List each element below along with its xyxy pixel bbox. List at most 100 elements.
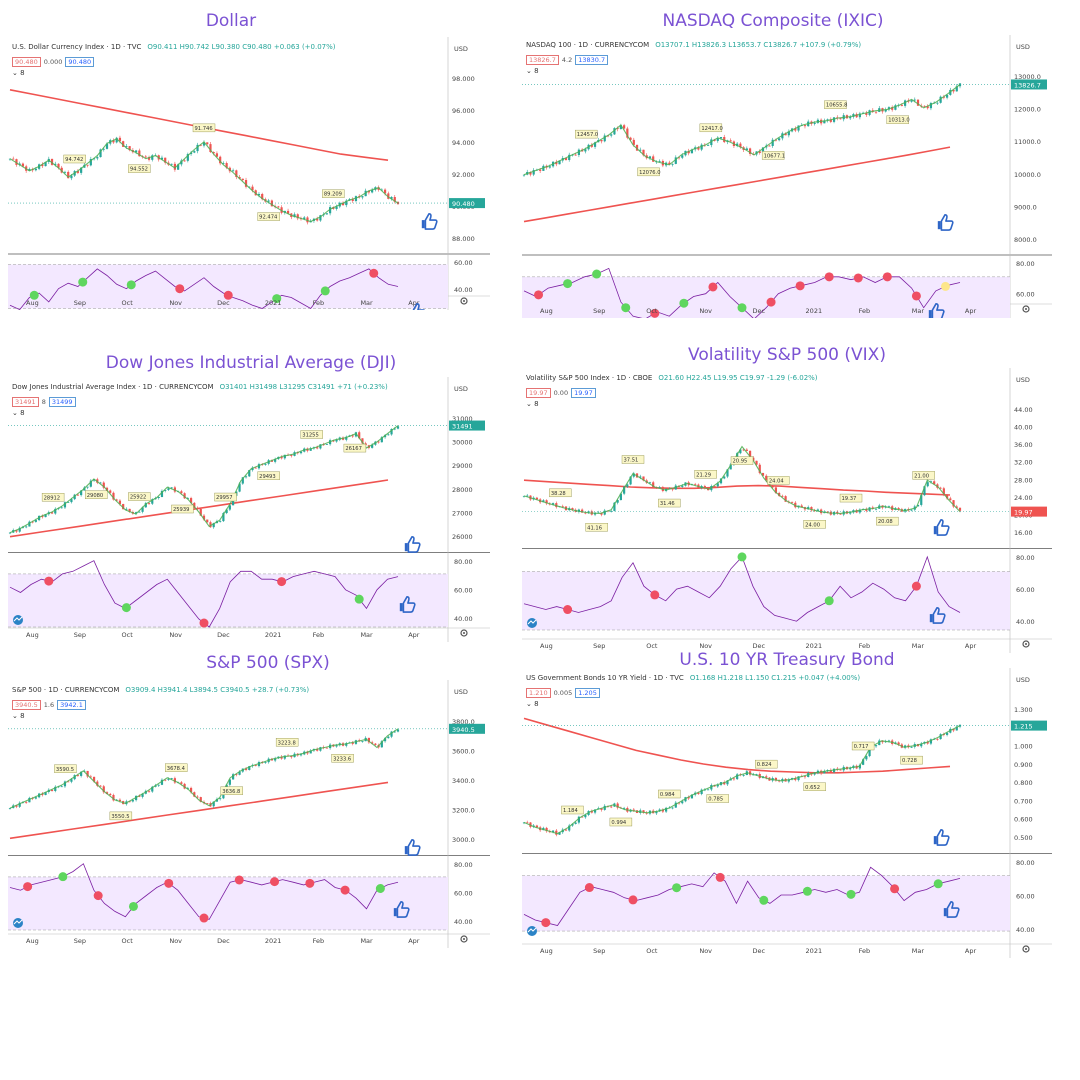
chart-panel-vix[interactable]: 44.0040.0036.0032.0028.0024.0020.0016.00… <box>522 368 1052 653</box>
ask-price-box[interactable]: 19.97 <box>571 388 596 398</box>
rsi-tick-label: 40.00 <box>454 286 473 294</box>
candle-body <box>584 149 587 152</box>
candle-body <box>945 494 949 499</box>
overbought-marker <box>650 590 660 600</box>
ask-price-box[interactable]: 90.480 <box>65 57 95 67</box>
candle-body <box>616 803 619 808</box>
indicator-toggle-icon[interactable]: ⌄ 8 <box>526 700 539 708</box>
settings-icon[interactable] <box>460 297 468 305</box>
candle-body <box>535 825 539 828</box>
candle-body <box>329 207 332 214</box>
candle-body <box>118 137 122 142</box>
settings-icon[interactable] <box>1022 640 1030 648</box>
oversold-marker <box>824 596 834 606</box>
tradingview-logo-icon[interactable] <box>13 615 23 625</box>
candle-body <box>551 503 555 505</box>
pivot-label: 29080 <box>87 493 104 499</box>
overbought-marker <box>715 872 725 882</box>
candle-body <box>652 482 655 488</box>
rsi-tick-label: 80.00 <box>1016 260 1035 268</box>
candle-body <box>794 128 797 131</box>
candle-body <box>393 428 396 430</box>
symbol-name[interactable]: Volatility S&P 500 Index · 1D · CBOE <box>526 374 653 382</box>
candle-body <box>173 778 176 783</box>
indicator-toggle-icon[interactable]: ⌄ 8 <box>526 400 539 408</box>
chart-panel-us10y[interactable]: 1.300 1.215 1.000 0.900 0.800 0.700 0.600 0.500… <box>522 668 1052 958</box>
symbol-header[interactable]: Dow Jones Industrial Average Index · 1D … <box>12 383 388 391</box>
tradingview-logo-icon[interactable] <box>527 618 537 628</box>
bid-price-box[interactable]: 19.97 <box>526 388 551 398</box>
settings-icon[interactable] <box>1022 305 1030 313</box>
symbol-header[interactable]: U.S. Dollar Currency Index · 1D · TVC O90… <box>12 43 336 51</box>
chart-svg-nasdaq[interactable]: 13000.0 12000.0 11000.0 10000.0 9000.0 8000.0… <box>522 35 1052 318</box>
rsi-band <box>522 571 1010 630</box>
symbol-name[interactable]: US Government Bonds 10 YR Yield · 1D · T… <box>526 674 684 682</box>
chart-panel-nasdaq[interactable]: 13000.0 12000.0 11000.0 10000.0 9000.0 8000.0… <box>522 35 1052 318</box>
time-label: Oct <box>646 642 658 650</box>
tradingview-logo-icon[interactable] <box>527 926 537 936</box>
oversold-marker <box>128 901 138 911</box>
ask-price-box[interactable]: 31499 <box>48 397 76 407</box>
bid-price-box[interactable]: 1.210 <box>526 688 551 698</box>
symbol-header[interactable]: S&P 500 · 1D · CURRENCYCOM O3909.4 H3941.… <box>12 686 309 694</box>
ohlc-values: O90.411 H90.742 L90.380 C90.480 +0.063 (… <box>147 43 336 51</box>
time-label: Mar <box>912 642 925 650</box>
bid-price-box[interactable]: 13826.7 <box>526 55 559 65</box>
indicator-toggle-icon[interactable]: ⌄ 8 <box>12 69 25 77</box>
candle-body <box>309 448 312 451</box>
candle-body <box>147 503 151 504</box>
chart-panel-dollar[interactable]: 98.00096.00094.00092.00090.00088.000USD9… <box>8 37 490 310</box>
time-label: Oct <box>122 937 134 945</box>
candle-body <box>92 776 96 782</box>
candle-body <box>380 741 383 748</box>
symbol-header[interactable]: Volatility S&P 500 Index · 1D · CBOE O21.… <box>526 374 818 382</box>
candle-body <box>823 120 826 124</box>
settings-icon[interactable] <box>460 935 468 943</box>
candle-body <box>50 158 54 165</box>
ask-price-box[interactable]: 13830.7 <box>575 55 609 65</box>
candle-body <box>929 481 933 483</box>
indicator-toggle-icon[interactable]: ⌄ 8 <box>12 409 25 417</box>
bid-price-box[interactable]: 3940.5 <box>12 700 41 710</box>
chart-panel-spx[interactable]: 3800.0 3600.0 3400.0 3200.0 3000.0 USD 3940.5 3… <box>8 680 490 948</box>
candle-body <box>916 504 920 507</box>
candle-body <box>345 743 348 746</box>
bid-price-box[interactable]: 90.480 <box>12 57 41 67</box>
chart-panel-djia[interactable]: 31000 30000 29000 28000 27000 26000 USD 31491 28… <box>8 377 490 642</box>
symbol-name[interactable]: S&P 500 · 1D · CURRENCYCOM <box>12 686 120 694</box>
indicator-toggle-icon[interactable]: ⌄ 8 <box>12 712 25 720</box>
symbol-header[interactable]: US Government Bonds 10 YR Yield · 1D · T… <box>526 674 860 682</box>
overbought-marker <box>175 284 185 294</box>
candle-body <box>89 480 92 487</box>
ask-price-box[interactable]: 3942.1 <box>57 700 86 710</box>
ask-price-box[interactable]: 1.205 <box>575 688 600 698</box>
candle-body <box>112 140 115 143</box>
candle-body <box>826 119 829 121</box>
symbol-name[interactable]: U.S. Dollar Currency Index · 1D · TVC <box>12 43 142 51</box>
time-label: Oct <box>646 307 658 315</box>
candle-body <box>248 766 251 770</box>
symbol-name[interactable]: Dow Jones Industrial Average Index · 1D … <box>12 383 214 391</box>
bid-price-box[interactable]: 31491 <box>12 397 39 407</box>
indicator-toggle-icon[interactable]: ⌄ 8 <box>526 67 539 75</box>
symbol-header[interactable]: NASDAQ 100 · 1D · CURRENCYCOM O13707.1 H1… <box>526 41 861 49</box>
candle-body <box>910 100 913 102</box>
candle-body <box>700 789 703 795</box>
rsi-line <box>523 866 961 926</box>
chart-svg-spx[interactable]: 3800.03600.03400.03200.03000.0USD3940.53… <box>8 680 490 948</box>
symbol-name[interactable]: NASDAQ 100 · 1D · CURRENCYCOM <box>526 41 650 49</box>
time-label: Nov <box>169 631 182 639</box>
candle-body <box>755 460 758 465</box>
candle-body <box>264 762 267 763</box>
candle-body <box>222 163 225 164</box>
settings-icon[interactable] <box>460 629 468 637</box>
pivot-label-bg <box>755 759 778 769</box>
pivot-label-bg <box>85 490 108 500</box>
tradingview-logo-icon[interactable] <box>13 918 23 928</box>
candle-body <box>183 783 186 789</box>
chart-svg-us10y[interactable]: 1.300 1.215 1.000 0.900 0.800 0.700 0.600 0.500… <box>522 668 1052 958</box>
chart-svg-vix[interactable]: 44.0040.0036.0032.0028.0024.0020.0016.00… <box>522 368 1052 653</box>
chart-svg-dollar[interactable]: 98.00096.00094.00092.00090.00088.000USD9… <box>8 37 490 310</box>
chart-svg-djia[interactable]: 31000 30000 29000 28000 27000 26000 USD 31491 28… <box>8 377 490 642</box>
settings-icon[interactable] <box>1022 945 1030 953</box>
